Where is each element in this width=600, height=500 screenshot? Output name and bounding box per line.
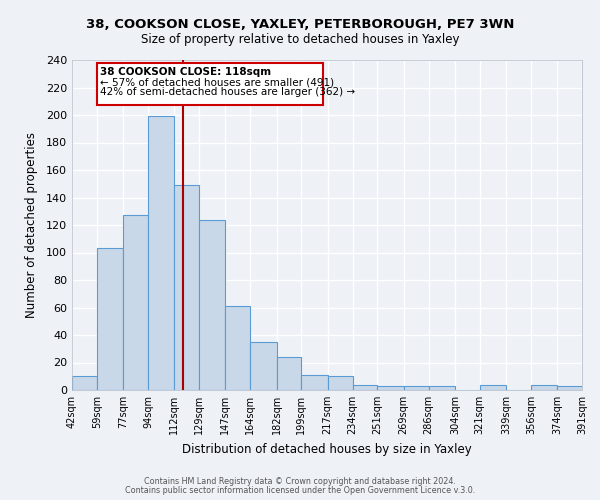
Bar — [404, 386, 428, 390]
Text: Contains HM Land Registry data © Crown copyright and database right 2024.: Contains HM Land Registry data © Crown c… — [144, 477, 456, 486]
Text: Size of property relative to detached houses in Yaxley: Size of property relative to detached ho… — [141, 32, 459, 46]
Text: 42% of semi-detached houses are larger (362) →: 42% of semi-detached houses are larger (… — [100, 87, 355, 97]
Bar — [353, 384, 377, 390]
Bar — [328, 376, 353, 390]
Bar — [123, 216, 148, 390]
Y-axis label: Number of detached properties: Number of detached properties — [25, 132, 38, 318]
X-axis label: Distribution of detached houses by size in Yaxley: Distribution of detached houses by size … — [182, 442, 472, 456]
FancyBboxPatch shape — [97, 62, 323, 106]
Bar — [250, 342, 277, 390]
Bar — [480, 384, 506, 390]
Bar — [428, 386, 455, 390]
Bar — [226, 306, 250, 390]
Bar — [377, 386, 404, 390]
Bar — [174, 185, 199, 390]
Bar — [72, 376, 97, 390]
Bar — [301, 375, 328, 390]
Bar — [199, 220, 226, 390]
Bar — [148, 116, 174, 390]
Text: ← 57% of detached houses are smaller (491): ← 57% of detached houses are smaller (49… — [100, 77, 334, 87]
Text: 38, COOKSON CLOSE, YAXLEY, PETERBOROUGH, PE7 3WN: 38, COOKSON CLOSE, YAXLEY, PETERBOROUGH,… — [86, 18, 514, 30]
Bar — [531, 384, 557, 390]
Bar — [277, 357, 301, 390]
Text: 38 COOKSON CLOSE: 118sqm: 38 COOKSON CLOSE: 118sqm — [100, 67, 271, 77]
Text: Contains public sector information licensed under the Open Government Licence v.: Contains public sector information licen… — [125, 486, 475, 495]
Bar — [97, 248, 123, 390]
Bar — [557, 386, 582, 390]
